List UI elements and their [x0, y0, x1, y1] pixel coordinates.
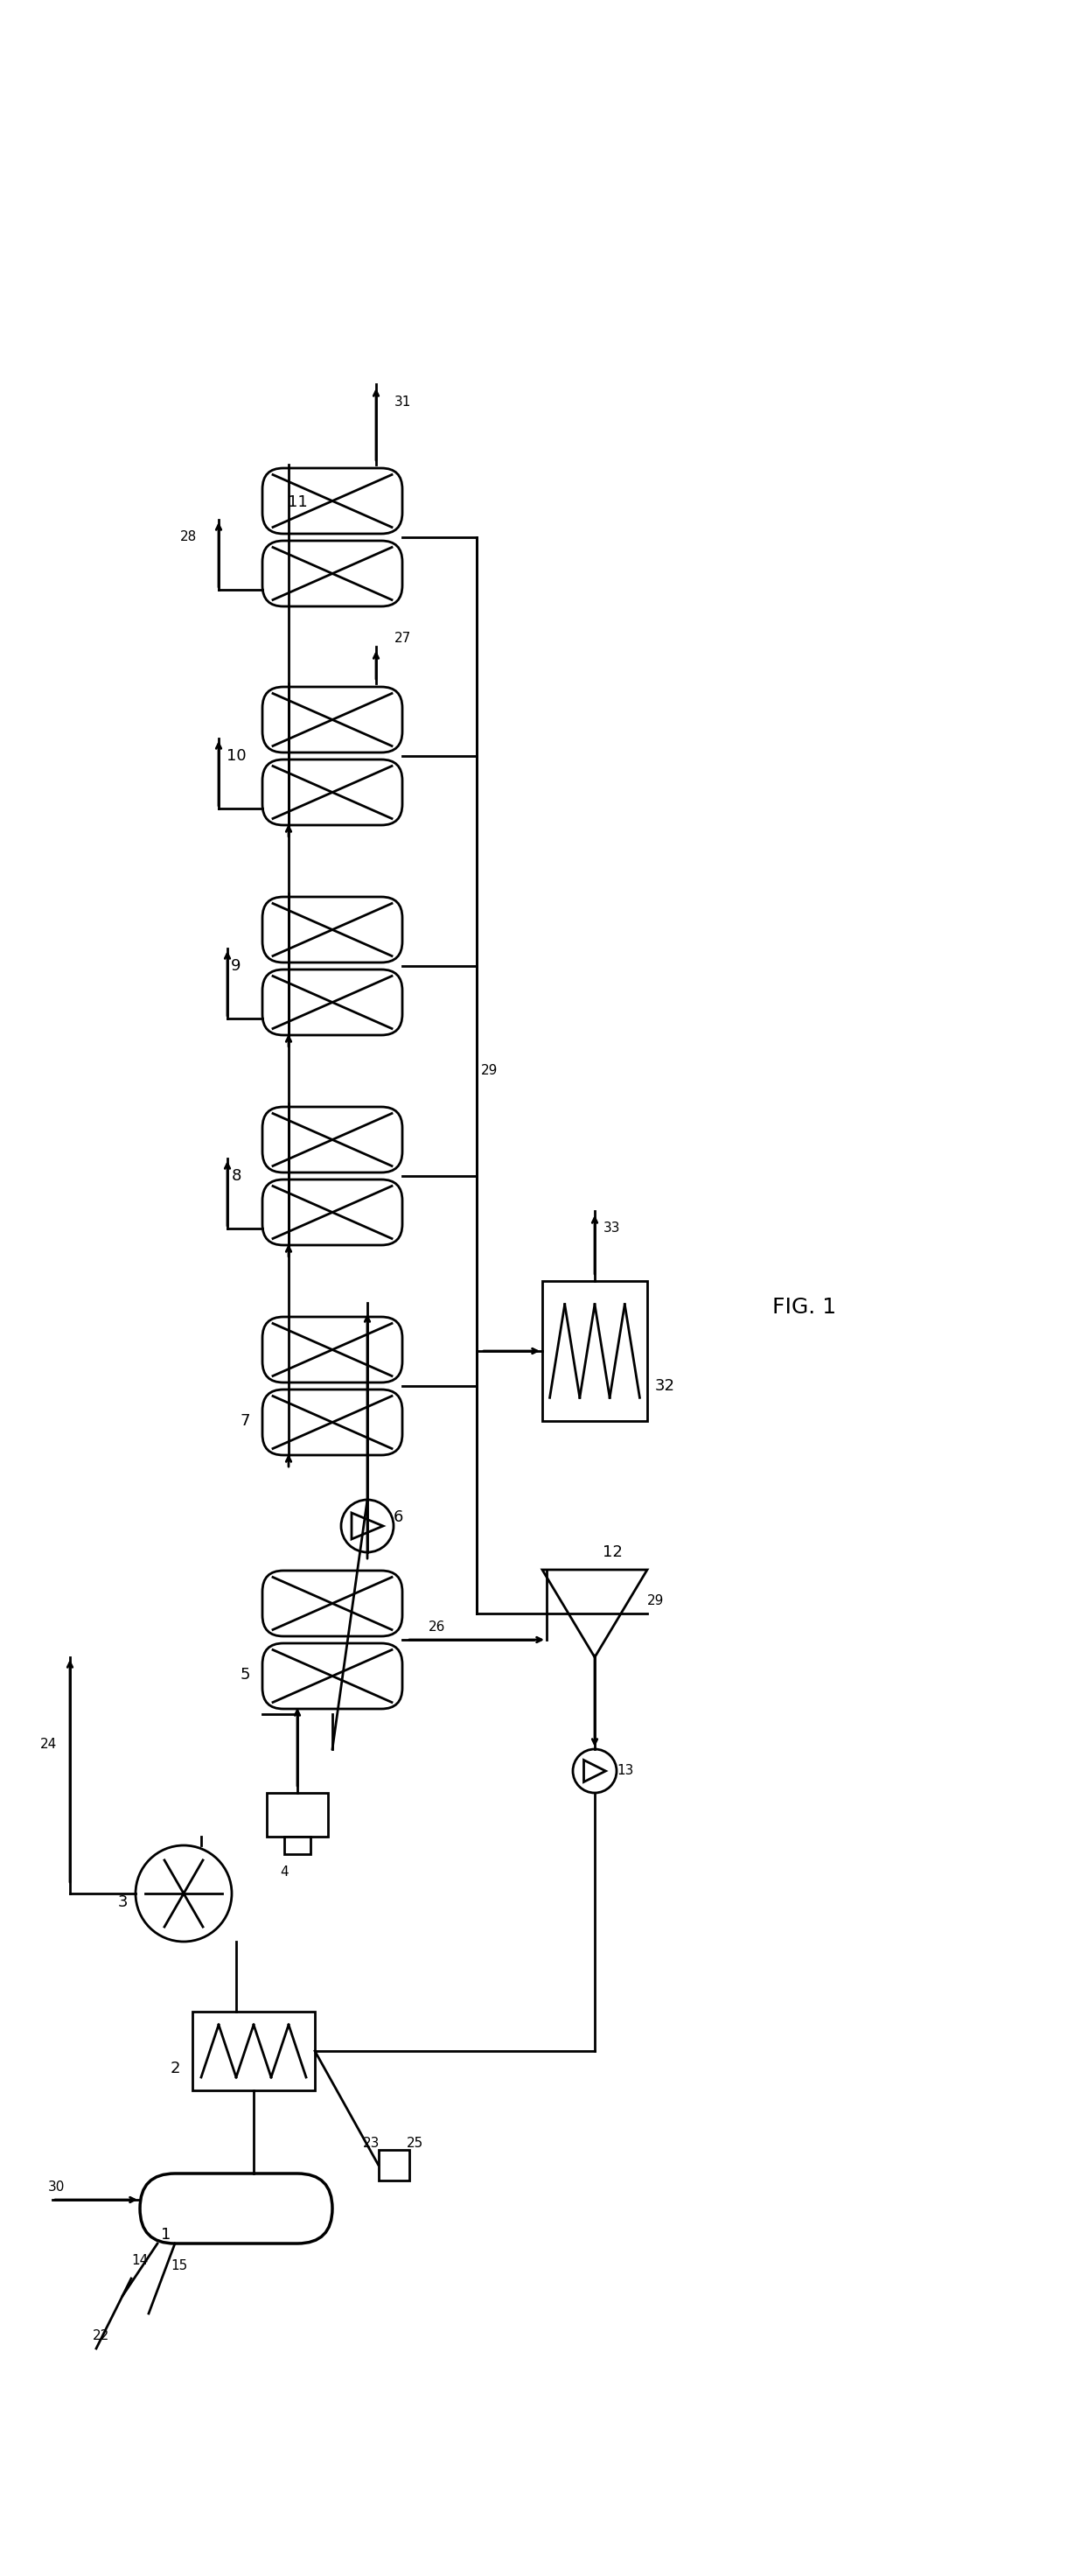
Text: 32: 32: [655, 1378, 675, 1394]
Text: 33: 33: [604, 1221, 621, 1234]
FancyBboxPatch shape: [262, 688, 403, 752]
FancyBboxPatch shape: [262, 969, 403, 1036]
Bar: [267, 1793, 327, 1837]
Text: 8: 8: [231, 1167, 242, 1185]
Text: 30: 30: [48, 2179, 65, 2192]
Circle shape: [573, 1749, 617, 1793]
Text: 13: 13: [617, 1765, 634, 1777]
Text: 14: 14: [132, 2254, 149, 2267]
Text: 28: 28: [180, 531, 197, 544]
Text: 24: 24: [40, 1739, 57, 1752]
Text: 11: 11: [287, 495, 307, 510]
Text: 5: 5: [239, 1667, 250, 1682]
Text: 25: 25: [407, 2136, 424, 2148]
Text: 29: 29: [481, 1064, 498, 1077]
Bar: [542, 1280, 647, 1422]
Bar: [284, 1837, 310, 1855]
Text: 31: 31: [394, 394, 411, 407]
Text: 4: 4: [280, 1865, 288, 1878]
Text: 6: 6: [393, 1510, 403, 1525]
Text: 7: 7: [239, 1414, 250, 1430]
Text: 23: 23: [363, 2136, 380, 2148]
FancyBboxPatch shape: [262, 541, 403, 605]
Text: 2: 2: [170, 2061, 180, 2076]
FancyBboxPatch shape: [262, 469, 403, 533]
Text: 10: 10: [226, 747, 246, 765]
Text: 27: 27: [394, 631, 411, 644]
FancyBboxPatch shape: [262, 1180, 403, 1244]
Text: 9: 9: [231, 958, 242, 974]
Bar: [379, 2148, 409, 2179]
FancyBboxPatch shape: [140, 2174, 332, 2244]
Text: 26: 26: [429, 1620, 446, 1633]
Text: 22: 22: [92, 2329, 109, 2342]
Polygon shape: [542, 1569, 647, 1656]
Bar: [193, 2012, 314, 2089]
Circle shape: [136, 1844, 232, 1942]
Text: 29: 29: [647, 1595, 665, 1607]
FancyBboxPatch shape: [262, 1388, 403, 1455]
FancyBboxPatch shape: [262, 1108, 403, 1172]
FancyBboxPatch shape: [262, 1571, 403, 1636]
Polygon shape: [351, 1512, 383, 1538]
Text: 3: 3: [118, 1893, 127, 1911]
Text: 12: 12: [603, 1546, 622, 1561]
FancyBboxPatch shape: [262, 896, 403, 963]
FancyBboxPatch shape: [262, 1316, 403, 1383]
Polygon shape: [584, 1759, 606, 1783]
Text: FIG. 1: FIG. 1: [772, 1296, 837, 1319]
FancyBboxPatch shape: [262, 760, 403, 824]
Text: 1: 1: [161, 2226, 171, 2244]
FancyBboxPatch shape: [262, 1643, 403, 1708]
Text: 15: 15: [171, 2259, 187, 2272]
Circle shape: [342, 1499, 394, 1553]
